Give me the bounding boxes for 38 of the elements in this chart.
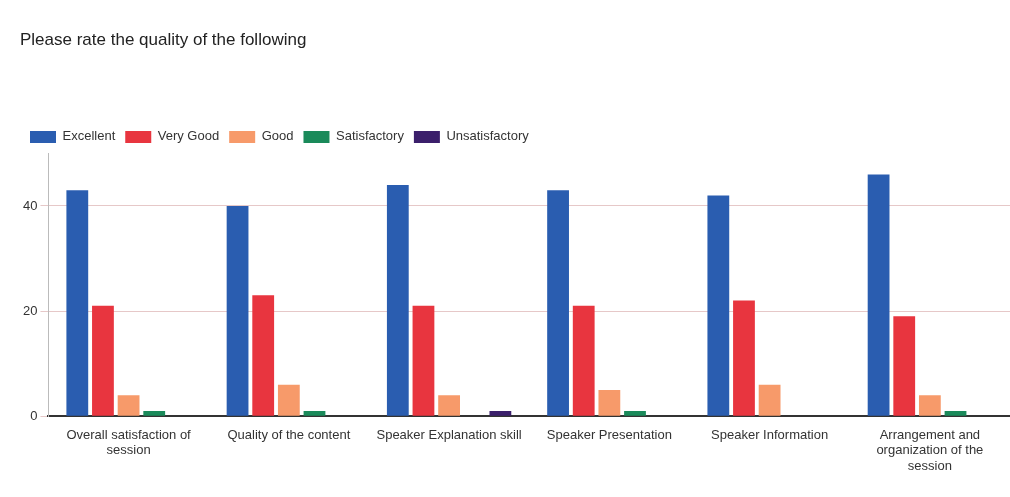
x-tick-label: Speaker Information	[711, 426, 829, 442]
legend-label: Good	[261, 128, 294, 144]
bar	[66, 190, 89, 416]
bar	[277, 384, 300, 416]
bar	[412, 305, 435, 416]
bar	[598, 389, 621, 416]
legend-label: Excellent	[62, 128, 116, 144]
x-tick-label: Overall satisfaction of session	[66, 426, 192, 458]
x-tick-label: Quality of the content	[227, 426, 351, 442]
legend-label: Satisfactory	[335, 128, 405, 144]
bar	[117, 395, 140, 416]
chart-title: Please rate the quality of the following	[20, 29, 307, 49]
bar	[918, 395, 941, 416]
x-tick-label: Speaker Presentation	[546, 426, 672, 442]
bar	[867, 174, 890, 416]
legend-label: Very Good	[157, 128, 220, 144]
bar	[624, 410, 646, 416]
bar	[143, 410, 166, 416]
bar	[252, 295, 275, 416]
bar	[438, 395, 460, 416]
bar	[303, 410, 326, 416]
x-tick-label: Arrangement and organization of the session	[876, 426, 984, 473]
bar	[92, 305, 114, 416]
bar	[386, 184, 409, 416]
y-tick-label: 40	[22, 197, 38, 213]
bar	[707, 195, 730, 416]
bar	[489, 410, 512, 416]
bar	[758, 384, 781, 416]
bar	[944, 410, 967, 416]
bar	[893, 316, 916, 416]
y-tick-label: 20	[22, 302, 38, 318]
bar	[226, 205, 249, 416]
legend-label: Unsatisfactory	[446, 128, 530, 144]
bar	[733, 300, 755, 416]
bar	[572, 305, 595, 416]
x-tick-label: Speaker Explanation skill	[376, 426, 522, 442]
y-tick-label: 0	[30, 407, 38, 423]
bar	[547, 190, 569, 416]
